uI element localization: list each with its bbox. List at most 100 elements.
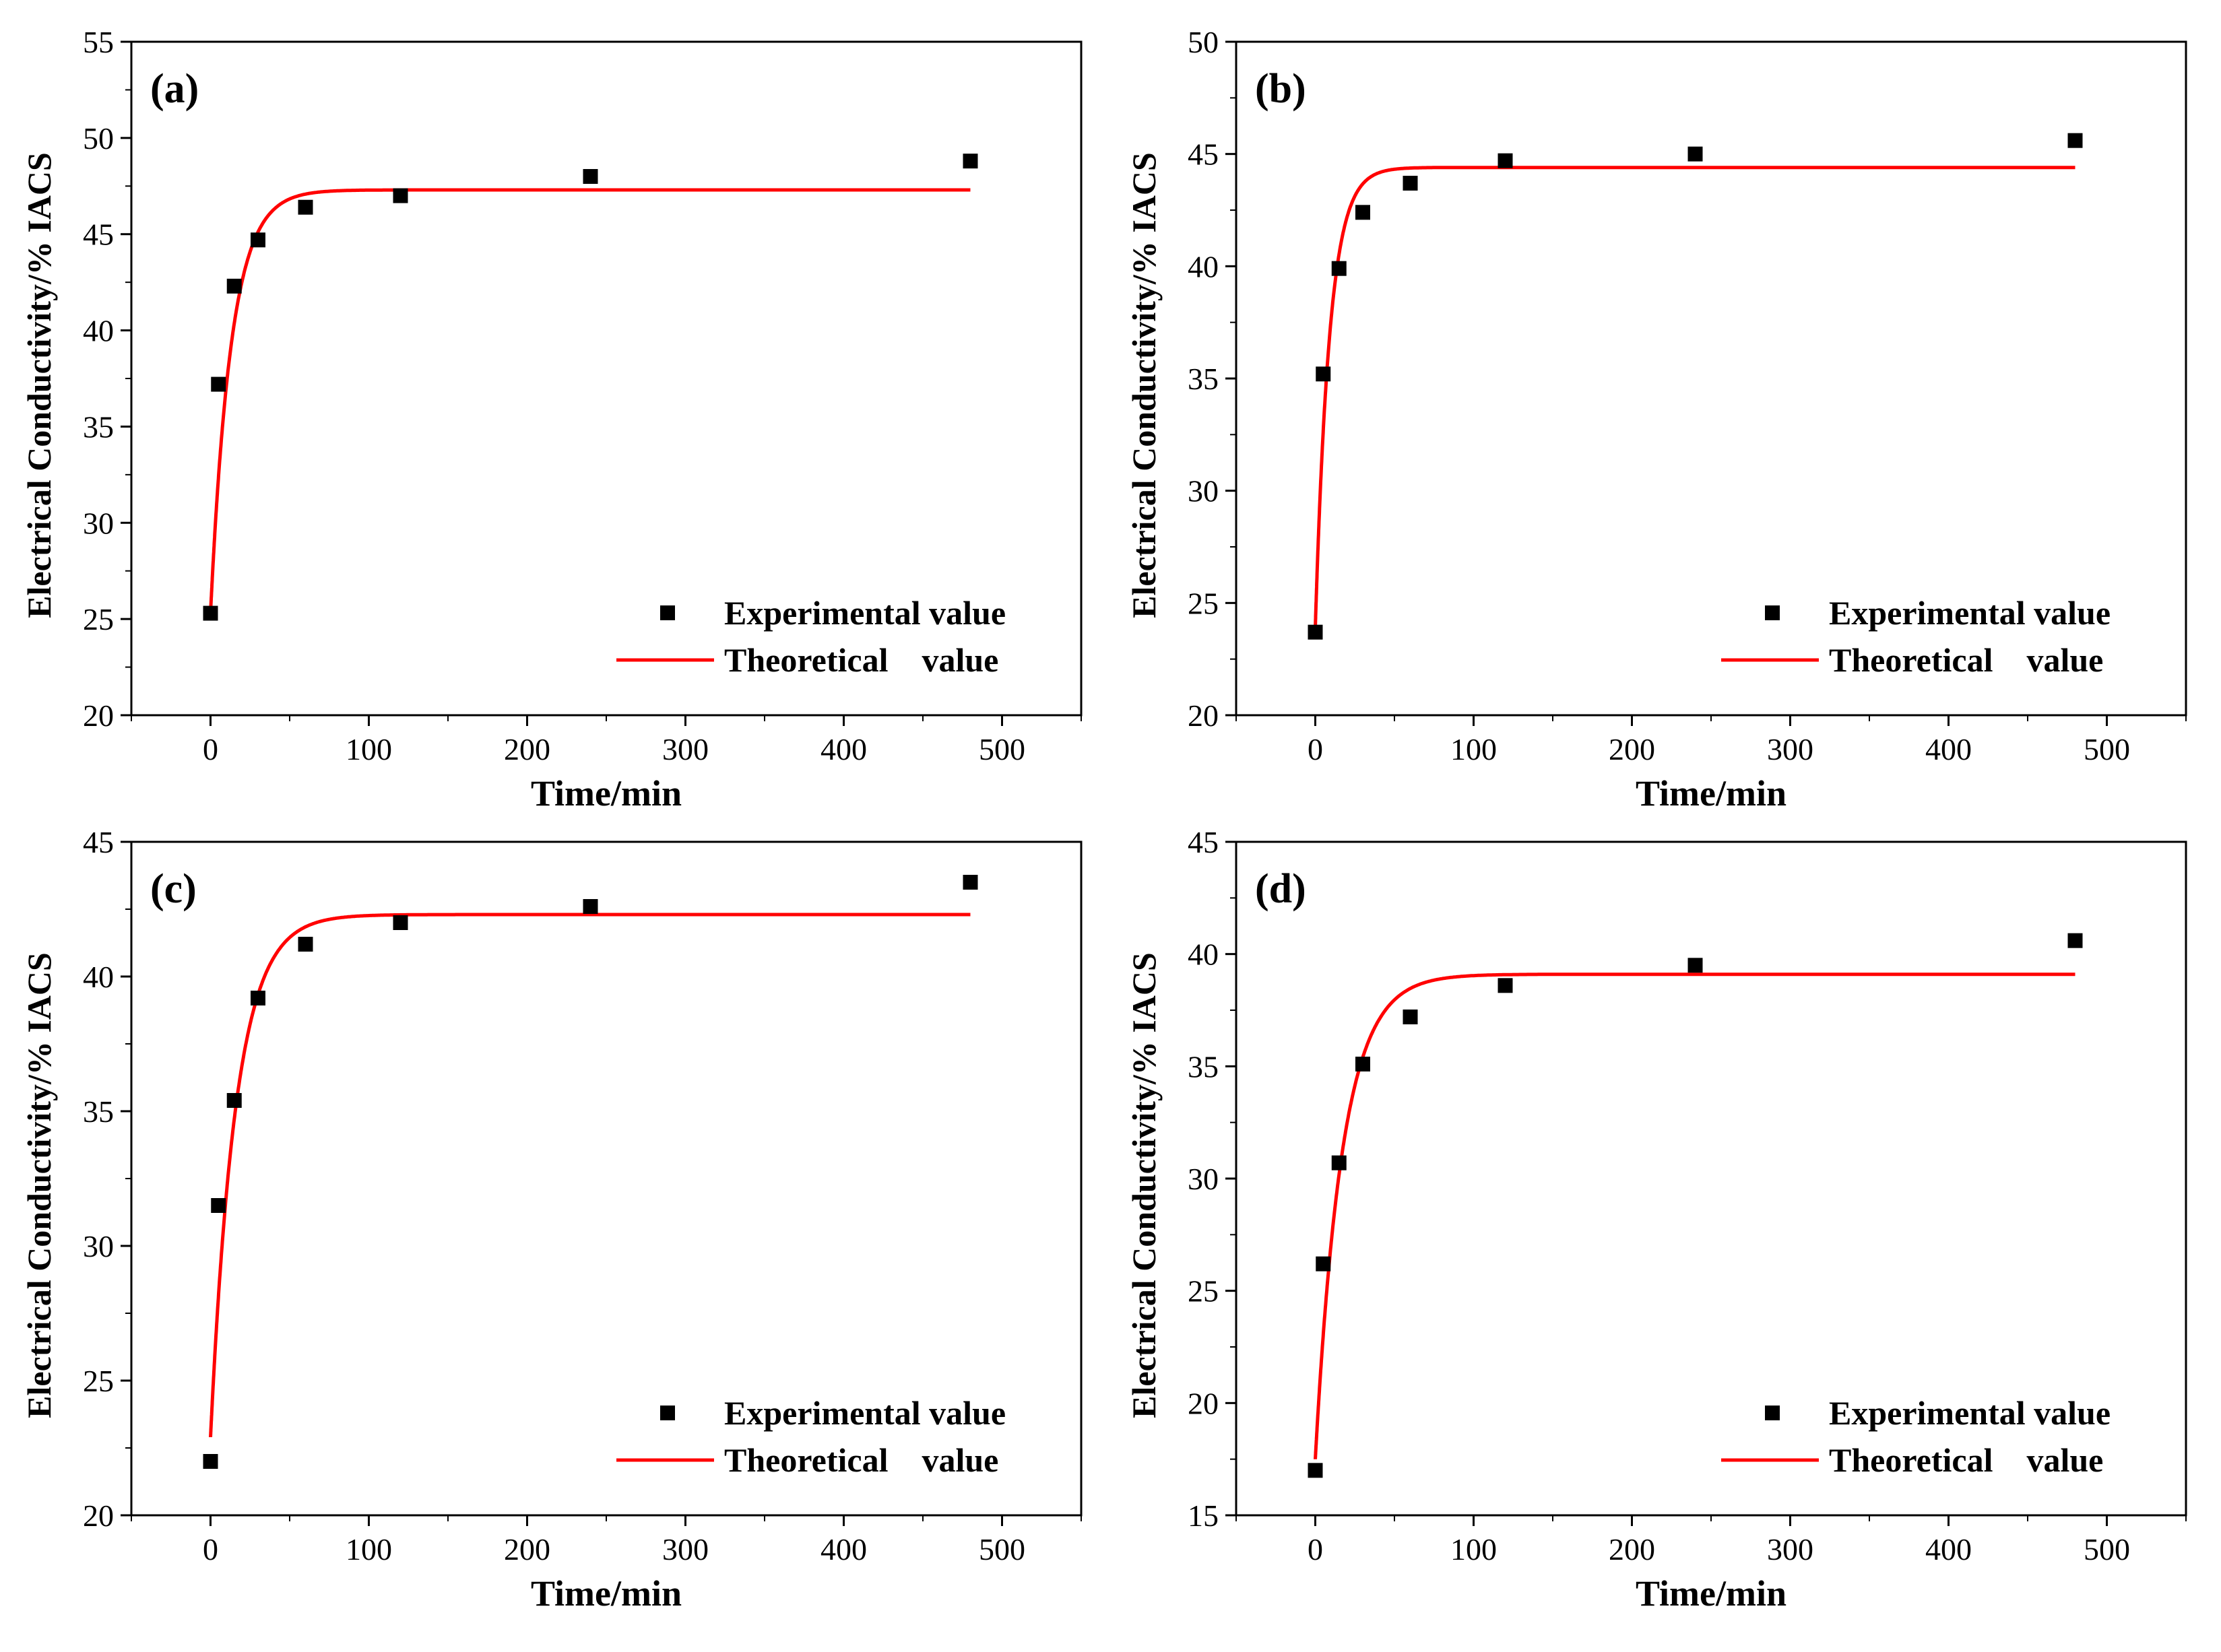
y-tick-label: 30 (83, 506, 114, 540)
experimental-point (203, 605, 218, 621)
y-tick-label: 20 (1188, 698, 1219, 733)
y-tick-label: 50 (1188, 25, 1219, 59)
y-tick-label: 40 (83, 960, 114, 994)
experimental-point (226, 278, 242, 294)
experimental-point (1308, 624, 1323, 640)
y-tick-label: 35 (83, 409, 114, 444)
y-axis-title: Electrical Conductivity/% IACS (20, 152, 58, 618)
experimental-point (583, 899, 598, 914)
y-tick-label: 40 (83, 314, 114, 348)
legend-label-theoretical: Theoretical value (724, 1441, 998, 1479)
y-tick-label: 35 (1188, 362, 1219, 396)
experimental-point (1316, 366, 1331, 382)
panel-label: (a) (150, 66, 199, 112)
x-tick-label: 500 (979, 1532, 1025, 1566)
y-tick-label: 25 (1188, 1274, 1219, 1309)
chart-panel-b: 0 100 200 300 400 500 20 25 30 35 40 45 50 Time/min El… (1125, 25, 2187, 814)
x-tick-label: 300 (1767, 1532, 1813, 1566)
experimental-point (1403, 1010, 1418, 1024)
legend-label-experimental: Experimental value (724, 594, 1006, 632)
legend-marker-experimental (660, 605, 675, 620)
experimental-point (2067, 933, 2083, 948)
x-tick-label: 300 (662, 1532, 709, 1566)
x-tick-label: 500 (979, 732, 1025, 766)
x-axis-title: Time/min (1636, 773, 1787, 814)
x-tick-label: 400 (820, 732, 867, 766)
experimental-point (298, 937, 313, 952)
x-axis-title: Time/min (1636, 1573, 1787, 1614)
theoretical-curve (209, 913, 971, 1438)
experimental-point (963, 154, 978, 169)
y-tick-label: 15 (1188, 1498, 1219, 1533)
x-tick-label: 300 (662, 732, 709, 766)
x-tick-label: 100 (1450, 1532, 1497, 1566)
experimental-point (1331, 1155, 1347, 1170)
y-tick-label: 20 (1188, 1386, 1219, 1420)
x-tick-label: 0 (203, 732, 218, 766)
x-tick-label: 500 (2084, 732, 2130, 766)
experimental-point (583, 169, 598, 184)
x-axis-title: Time/min (531, 1573, 682, 1614)
x-tick-label: 200 (1609, 732, 1655, 766)
y-tick-label: 40 (1188, 937, 1219, 972)
legend-marker-experimental (660, 1406, 675, 1420)
y-tick-label: 30 (1188, 1162, 1219, 1196)
x-tick-label: 400 (1925, 732, 1972, 766)
x-tick-label: 400 (820, 1532, 867, 1566)
y-tick-label: 40 (1188, 249, 1219, 284)
y-axis-title: Electrical Conductivity/% IACS (1125, 952, 1163, 1418)
x-tick-label: 200 (504, 1532, 550, 1566)
experimental-point (211, 1198, 226, 1213)
experimental-point (203, 1454, 218, 1469)
x-tick-label: 200 (1609, 1532, 1655, 1566)
x-tick-label: 100 (1450, 732, 1497, 766)
legend-marker-experimental (1765, 605, 1780, 620)
theoretical-curve (1314, 972, 2075, 1459)
panel-label: (b) (1255, 66, 1306, 112)
experimental-point (2067, 133, 2083, 148)
x-tick-label: 100 (346, 732, 392, 766)
y-tick-label: 25 (83, 602, 114, 636)
y-tick-label: 20 (83, 1498, 114, 1533)
experimental-point (1498, 153, 1513, 168)
experimental-point (393, 188, 408, 203)
experimental-point (1308, 1463, 1323, 1478)
chart-panel-c: 0 100 200 300 400 500 20 25 30 35 40 45 Time/min Elec… (20, 825, 1083, 1614)
experimental-point (1355, 1057, 1370, 1071)
x-tick-label: 0 (1308, 1532, 1323, 1566)
experimental-point (226, 1093, 242, 1108)
y-axis-title: Electrical Conductivity/% IACS (20, 952, 58, 1418)
experimental-point (1687, 958, 1703, 973)
legend-label-experimental: Experimental value (1829, 594, 2111, 632)
experimental-point (963, 875, 978, 890)
x-tick-label: 500 (2084, 1532, 2130, 1566)
experimental-point (251, 232, 265, 248)
x-tick-label: 0 (203, 1532, 218, 1566)
experimental-point (251, 991, 265, 1005)
y-tick-label: 20 (83, 698, 114, 733)
legend-label-theoretical: Theoretical value (1829, 641, 2103, 679)
x-tick-label: 100 (346, 1532, 392, 1566)
y-tick-label: 45 (1188, 137, 1219, 172)
experimental-point (1355, 205, 1370, 220)
panel-label: (c) (150, 866, 197, 912)
legend-label-theoretical: Theoretical value (1829, 1441, 2103, 1479)
y-tick-label: 25 (1188, 586, 1219, 620)
y-tick-label: 45 (83, 218, 114, 252)
y-tick-label: 55 (83, 25, 114, 59)
experimental-point (211, 376, 226, 392)
legend-label-experimental: Experimental value (724, 1394, 1006, 1432)
chart-panel-a: 0 100 200 300 400 500 20 25 30 35 40 45 50 55 Time/min… (20, 25, 1083, 814)
legend-label-theoretical: Theoretical value (724, 641, 998, 679)
y-tick-label: 35 (83, 1094, 114, 1129)
y-tick-label: 45 (83, 825, 114, 859)
y-tick-label: 30 (83, 1229, 114, 1263)
experimental-point (1316, 1256, 1331, 1271)
legend-marker-experimental (1765, 1406, 1780, 1420)
panel-label: (d) (1255, 866, 1306, 912)
experimental-point (1687, 146, 1703, 162)
experimental-point (1403, 176, 1418, 191)
y-axis-title: Electrical Conductivity/% IACS (1125, 152, 1163, 618)
x-axis-title: Time/min (531, 773, 682, 814)
chart-panel-d: 0 100 200 300 400 500 15 20 25 30 35 40 45 Time/min El… (1125, 825, 2187, 1614)
